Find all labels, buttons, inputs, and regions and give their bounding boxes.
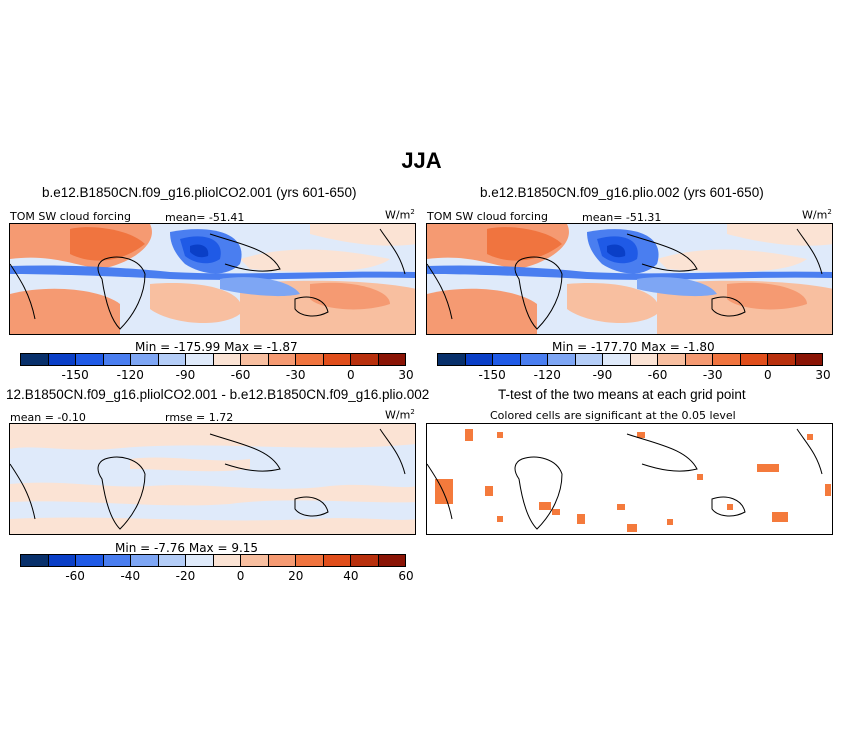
- panel-4-subheading: Colored cells are significant at the 0.0…: [490, 409, 736, 422]
- panel-2-mean-label: mean= -51.31: [582, 211, 662, 224]
- colorbar-tick-label: -20: [175, 569, 196, 583]
- colorbar-swatch: [296, 354, 324, 365]
- colorbar-swatch: [158, 354, 186, 365]
- colorbar-swatch: [685, 354, 713, 365]
- colorbar-swatch: [186, 354, 214, 365]
- colorbar-swatch: [241, 354, 269, 365]
- colorbar-tick-label: -60: [647, 368, 668, 382]
- colorbar-tick-label: -60: [230, 368, 251, 382]
- panel-4-heading: T-test of the two means at each grid poi…: [498, 387, 746, 402]
- colorbar-swatch: [378, 354, 405, 365]
- colorbar-swatch: [76, 555, 104, 566]
- colorbar-swatch: [630, 354, 658, 365]
- panel-2-variable-label: TOM SW cloud forcing: [427, 210, 548, 223]
- colorbar-tick-label: 30: [398, 368, 414, 382]
- colorbar-tick-label: 0: [764, 368, 772, 382]
- colorbar-swatch: [713, 354, 741, 365]
- colorbar-swatch: [213, 354, 241, 365]
- colorbar-swatch: [795, 354, 822, 365]
- colorbar-tick-label: -40: [120, 569, 141, 583]
- colorbar-tick-label: -60: [65, 569, 85, 583]
- panel-3-colorbar: [20, 554, 406, 567]
- colorbar-swatch: [740, 354, 768, 365]
- colorbar-swatch: [351, 354, 379, 365]
- colorbar-tick-label: -120: [116, 368, 144, 382]
- colorbar-swatch: [351, 555, 379, 566]
- colorbar-swatch: [323, 354, 351, 365]
- panel-1-variable-label: TOM SW cloud forcing: [10, 210, 131, 223]
- colorbar-swatch: [575, 354, 603, 365]
- colorbar-swatch: [186, 555, 214, 566]
- colorbar-swatch: [323, 555, 351, 566]
- colorbar-swatch: [465, 354, 493, 365]
- colorbar-swatch: [48, 555, 76, 566]
- panel-1-minmax: Min = -175.99 Max = -1.87: [135, 340, 298, 354]
- colorbar-swatch: [21, 354, 49, 365]
- panel-2-field: [427, 224, 832, 334]
- colorbar-swatch: [378, 555, 405, 566]
- colorbar-swatch: [603, 354, 631, 365]
- colorbar-swatch: [76, 354, 104, 365]
- panel-1-units: W/m2: [385, 208, 415, 222]
- panel-3-minmax: Min = -7.76 Max = 9.15: [115, 541, 259, 555]
- panel-2-heading: b.e12.B1850CN.f09_g16.plio.002 (yrs 601-…: [480, 185, 764, 200]
- panel-3-map: [9, 423, 416, 535]
- colorbar-tick-label: 60: [398, 569, 414, 583]
- colorbar-swatch: [548, 354, 576, 365]
- colorbar-tick-label: -120: [533, 368, 561, 382]
- colorbar-swatch: [658, 354, 686, 365]
- colorbar-tick-label: 0: [347, 368, 355, 382]
- colorbar-swatch: [241, 555, 269, 566]
- panel-2-map: [426, 223, 833, 335]
- colorbar-swatch: [103, 354, 131, 365]
- colorbar-tick-label: -90: [592, 368, 613, 382]
- colorbar-swatch: [296, 555, 324, 566]
- colorbar-swatch: [213, 555, 241, 566]
- panel-2-units: W/m2: [802, 208, 832, 222]
- panel-1-map: [9, 223, 416, 335]
- colorbar-tick-label: 40: [343, 569, 359, 583]
- colorbar-tick-label: -30: [285, 368, 306, 382]
- panel-3-rmse-label: rmse = 1.72: [165, 411, 234, 424]
- colorbar-tick-label: -90: [175, 368, 196, 382]
- panel-4-field: [427, 424, 832, 534]
- colorbar-tick-label: -150: [478, 368, 506, 382]
- colorbar-tick-label: 30: [815, 368, 831, 382]
- colorbar-swatch: [520, 354, 548, 365]
- panel-1-field: [10, 224, 415, 334]
- panel-3-field: [10, 424, 415, 534]
- panel-1-mean-label: mean= -51.41: [165, 211, 245, 224]
- colorbar-swatch: [268, 555, 296, 566]
- colorbar-swatch: [158, 555, 186, 566]
- colorbar-swatch: [131, 555, 159, 566]
- colorbar-swatch: [768, 354, 796, 365]
- colorbar-swatch: [103, 555, 131, 566]
- colorbar-tick-label: -150: [61, 368, 89, 382]
- panel-4-map: [426, 423, 833, 535]
- colorbar-swatch: [268, 354, 296, 365]
- colorbar-swatch: [493, 354, 521, 365]
- panel-3-heading: 12.B1850CN.f09_g16.pliolCO2.001 - b.e12.…: [6, 387, 430, 402]
- panel-1-colorbar: [20, 353, 406, 366]
- colorbar-tick-label: 0: [236, 569, 245, 583]
- significant-cells: [435, 429, 831, 532]
- colorbar-tick-label: 20: [288, 569, 304, 583]
- colorbar-swatch: [48, 354, 76, 365]
- panel-2-minmax: Min = -177.70 Max = -1.80: [552, 340, 715, 354]
- colorbar-swatch: [131, 354, 159, 365]
- figure-title: JJA: [401, 148, 442, 173]
- panel-1-heading: b.e12.B1850CN.f09_g16.pliolCO2.001 (yrs …: [42, 185, 357, 200]
- colorbar-tick-label: -30: [702, 368, 723, 382]
- panel-3-units: W/m2: [385, 408, 415, 422]
- colorbar-swatch: [438, 354, 466, 365]
- panel-2-colorbar: [437, 353, 823, 366]
- colorbar-swatch: [21, 555, 49, 566]
- panel-3-mean-label: mean = -0.10: [10, 411, 86, 424]
